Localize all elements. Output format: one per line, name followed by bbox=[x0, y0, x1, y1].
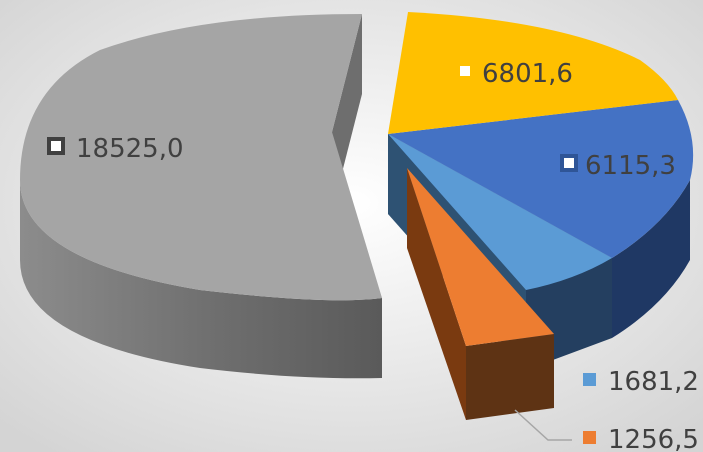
data-label-slice-3: 1681,2 bbox=[608, 367, 699, 397]
data-label-slice-4: 1256,5 bbox=[608, 425, 699, 452]
legend-key-slice-2 bbox=[560, 154, 578, 172]
label-slice-1: 6801,6 bbox=[456, 59, 573, 89]
label-slice-2: 6115,3 bbox=[560, 151, 676, 181]
label-slice-3: 1681,2 bbox=[583, 367, 699, 397]
data-label-slice-2: 6115,3 bbox=[585, 151, 676, 181]
slice-4[interactable] bbox=[407, 168, 554, 420]
label-slice-5: 18525,0 bbox=[47, 134, 184, 164]
legend-key-slice-1 bbox=[456, 62, 474, 80]
slice-5[interactable] bbox=[20, 14, 382, 379]
legend-key-slice-3 bbox=[583, 373, 596, 386]
data-label-slice-1: 6801,6 bbox=[482, 59, 573, 89]
slice-1[interactable] bbox=[388, 12, 678, 134]
legend-key-slice-4 bbox=[583, 431, 596, 444]
legend-key-slice-5 bbox=[47, 137, 65, 155]
label-slice-4: 1256,5 bbox=[583, 425, 699, 452]
leader-line bbox=[514, 409, 572, 441]
data-label-slice-5: 18525,0 bbox=[76, 134, 184, 164]
